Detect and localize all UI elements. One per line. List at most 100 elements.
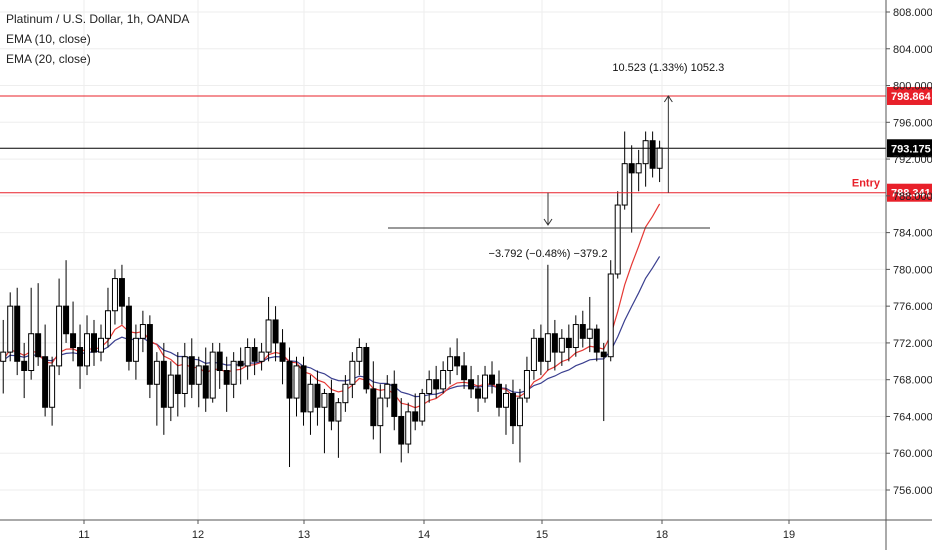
candle-body	[167, 374, 174, 408]
candle-body	[237, 360, 244, 367]
candle-body	[377, 397, 384, 427]
y-tick-label: 804.000	[893, 44, 932, 56]
y-tick-label: 764.000	[893, 411, 932, 423]
candle-body	[516, 397, 523, 427]
candle-body	[628, 163, 635, 174]
symbol-title[interactable]: Platinum / U.S. Dollar, 1h, OANDA	[6, 12, 190, 26]
measure-up-arrowhead	[663, 95, 673, 103]
candle-body	[258, 351, 265, 362]
measure-down-label: −3.792 (−0.48%) −379.2	[489, 248, 608, 260]
candle-body	[565, 337, 572, 349]
candle-body	[384, 383, 391, 399]
candle-body	[202, 365, 209, 399]
candle-body	[342, 383, 349, 404]
measure-down-arrowhead	[543, 218, 553, 226]
x-tick-label: 13	[298, 529, 310, 541]
candle-body	[14, 305, 21, 362]
candle-body	[593, 328, 600, 353]
candle-body	[482, 374, 489, 399]
x-tick-label: 14	[418, 529, 430, 541]
candle-body	[216, 351, 223, 372]
candle-body	[300, 365, 307, 413]
x-tick-label: 19	[783, 529, 795, 541]
x-tick-label: 11	[78, 529, 89, 541]
candle-body	[104, 310, 111, 339]
candle-body	[7, 305, 14, 353]
level-tag-label: 788.341	[891, 188, 931, 200]
measure-tools[interactable]: 10.523 (1.33%) 1052.3 −3.792 (−0.48%) −37…	[388, 62, 724, 260]
candle-body	[656, 147, 663, 169]
ema20-path	[0, 256, 661, 398]
candle-body	[572, 324, 579, 349]
candle-body	[181, 356, 188, 394]
candle-body	[153, 360, 160, 385]
candle-body	[398, 415, 405, 445]
candle-body	[475, 388, 482, 399]
candle-body	[28, 333, 35, 372]
candle-body	[335, 402, 342, 422]
candle-body	[111, 278, 118, 312]
candle-body	[174, 374, 181, 394]
candle-body	[118, 278, 125, 307]
candle-body	[454, 356, 461, 367]
candle-body	[272, 319, 279, 344]
price-levels[interactable]: 798.864 793.175 788.341 Entry	[0, 86, 932, 202]
candle-body	[447, 356, 454, 372]
candle-body	[621, 163, 628, 206]
candle-body	[426, 379, 433, 394]
y-tick-label: 772.000	[893, 338, 932, 350]
candle-body	[607, 273, 614, 358]
level-tag-label: 798.864	[891, 91, 932, 103]
candle-body	[286, 360, 293, 399]
candle-body	[314, 383, 321, 408]
candles	[0, 131, 663, 468]
y-tick-label: 768.000	[893, 375, 932, 387]
candle-body	[321, 392, 328, 408]
candle-body	[433, 379, 440, 390]
measure-up-label: 10.523 (1.33%) 1052.3	[612, 62, 724, 74]
candle-body	[405, 411, 412, 445]
y-tick-label: 792.000	[893, 154, 932, 166]
candle-body	[244, 347, 251, 367]
candle-body	[0, 351, 7, 362]
candle-body	[160, 360, 167, 408]
candle-body	[363, 347, 370, 390]
candle-body	[251, 347, 258, 362]
candle-body	[49, 365, 56, 408]
candle-body	[42, 356, 49, 408]
y-tick-label: 756.000	[893, 485, 932, 497]
candle-body	[642, 140, 649, 165]
grid-lines	[0, 0, 886, 520]
candle-body	[537, 337, 544, 362]
candle-body	[468, 379, 475, 390]
candle-body	[495, 383, 502, 408]
candle-body	[544, 333, 551, 362]
candle-body	[188, 356, 195, 385]
candle-body	[97, 337, 104, 353]
level-tag	[887, 86, 932, 105]
candle-body	[586, 328, 593, 339]
y-tick-label: 808.000	[893, 7, 932, 19]
candle-body	[356, 347, 363, 362]
y-tick-label: 760.000	[893, 448, 932, 460]
candle-body	[132, 337, 139, 362]
ema-10-label[interactable]: EMA (10, close)	[6, 32, 91, 46]
candle-body	[70, 333, 77, 349]
candle-body	[209, 351, 216, 399]
candle-body	[125, 305, 132, 362]
candle-body	[440, 370, 447, 390]
x-tick-label: 12	[192, 529, 204, 541]
candle-body	[139, 324, 146, 339]
ema-20-label[interactable]: EMA (20, close)	[6, 52, 91, 66]
candle-body	[77, 347, 84, 367]
candle-body	[530, 337, 537, 372]
level-tag	[887, 139, 932, 158]
candle-body	[21, 360, 28, 371]
y-tick-label: 780.000	[893, 264, 932, 276]
ema-10-line	[0, 203, 661, 409]
candle-body	[412, 411, 419, 422]
y-tick-label: 796.000	[893, 117, 932, 129]
ema-20-line	[0, 256, 661, 398]
